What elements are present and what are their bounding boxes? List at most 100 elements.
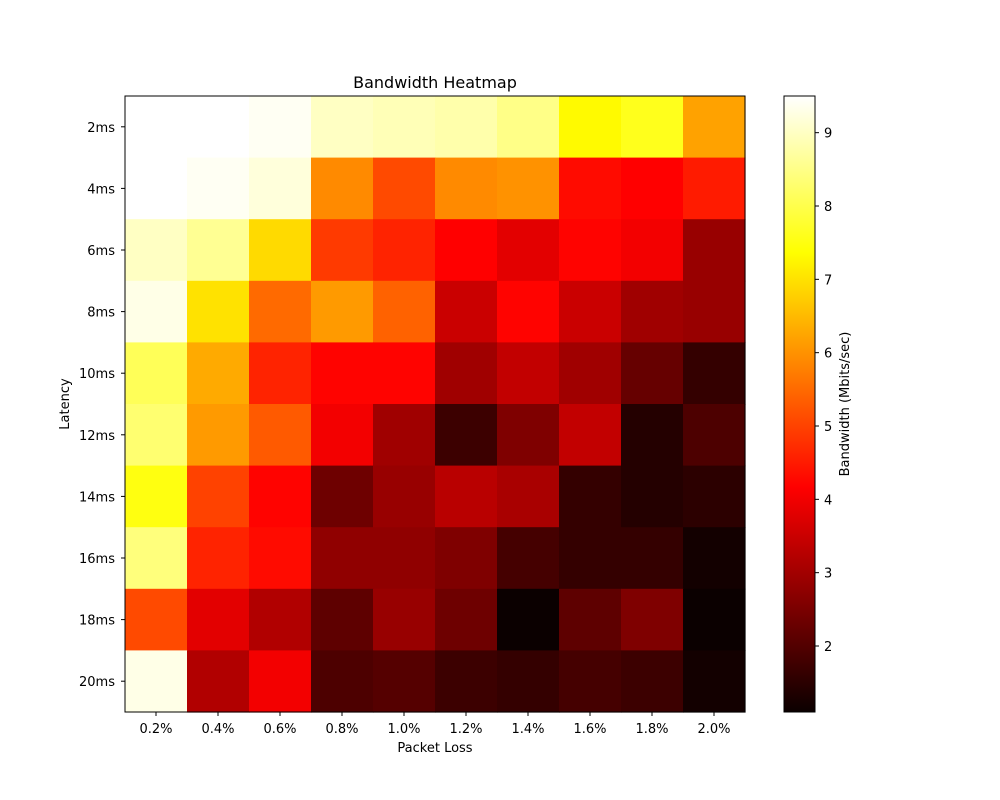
y-tick-label: 10ms (79, 367, 115, 382)
heatmap-cell (435, 588, 498, 651)
heatmap-cell (373, 650, 436, 713)
heatmap-cell (373, 219, 436, 282)
heatmap-cell (683, 650, 746, 713)
heatmap-cell (621, 404, 684, 467)
x-tick-label: 0.4% (201, 722, 234, 737)
heatmap-cell (683, 527, 746, 590)
heatmap-cell (125, 219, 188, 282)
heatmap-cell (187, 650, 250, 713)
heatmap-cell (311, 527, 374, 590)
heatmap-cell (125, 527, 188, 590)
heatmap-cell (683, 465, 746, 528)
x-tick-label: 1.6% (573, 722, 606, 737)
heatmap-cell (187, 157, 250, 220)
x-tick-label: 1.8% (635, 722, 668, 737)
heatmap-cell (311, 342, 374, 405)
heatmap-cell (311, 157, 374, 220)
heatmap-cell (559, 404, 622, 467)
heatmap-cell (497, 96, 560, 159)
colorbar-tick-label: 3 (824, 567, 832, 582)
heatmap-cell (497, 404, 560, 467)
heatmap-cell (311, 404, 374, 467)
heatmap-cell (187, 96, 250, 159)
heatmap-cell (125, 404, 188, 467)
heatmap-cell (125, 157, 188, 220)
heatmap-cell (187, 465, 250, 528)
heatmap-cell (125, 342, 188, 405)
heatmap-cell (559, 527, 622, 590)
colorbar-tick-label: 4 (824, 493, 832, 508)
heatmap-cell (559, 342, 622, 405)
heatmap-cell (497, 650, 560, 713)
heatmap-cell (621, 650, 684, 713)
heatmap-cell (435, 465, 498, 528)
colorbar-tick-label: 2 (824, 640, 832, 655)
heatmap-cell (621, 527, 684, 590)
heatmap-cell (497, 527, 560, 590)
heatmap-cell (249, 650, 312, 713)
heatmap-cell (249, 588, 312, 651)
colorbar-tick-label: 7 (824, 273, 832, 288)
heatmap-cell (435, 157, 498, 220)
heatmap-cell (497, 342, 560, 405)
y-tick-label: 2ms (87, 121, 115, 136)
colorbar (783, 95, 816, 713)
heatmap-cell (125, 96, 188, 159)
heatmap-cell (683, 404, 746, 467)
heatmap-cell (373, 404, 436, 467)
heatmap-cell (621, 342, 684, 405)
heatmap-cell (559, 465, 622, 528)
heatmap-cell (373, 157, 436, 220)
heatmap-cell (497, 280, 560, 343)
heatmap-cell (683, 219, 746, 282)
heatmap-cell (311, 650, 374, 713)
heatmap-cell (621, 157, 684, 220)
heatmap-cell (559, 588, 622, 651)
colorbar-tick-label: 9 (824, 127, 832, 142)
heatmap-cell (559, 96, 622, 159)
heatmap-cell (125, 465, 188, 528)
heatmap-cell (435, 650, 498, 713)
heatmap-cell (249, 342, 312, 405)
heatmap-cell (373, 465, 436, 528)
heatmap-cell (249, 465, 312, 528)
colorbar-tick-label: 6 (824, 347, 832, 362)
heatmap-cell (125, 280, 188, 343)
heatmap-cell (559, 280, 622, 343)
heatmap-cell (435, 96, 498, 159)
heatmap-cell (683, 96, 746, 159)
heatmap-cell (621, 219, 684, 282)
heatmap-cell (683, 157, 746, 220)
y-axis-ticks: 2ms 4ms 6ms 8ms 10ms 12ms 14ms 16ms 18ms 20ms (79, 121, 125, 690)
heatmap-cell (373, 280, 436, 343)
heatmap-cell (435, 527, 498, 590)
heatmap-cell (249, 157, 312, 220)
heatmap-cell (497, 465, 560, 528)
heatmap-cell (435, 342, 498, 405)
heatmap-cell (311, 588, 374, 651)
heatmap-cell (311, 96, 374, 159)
x-tick-label: 1.0% (387, 722, 420, 737)
plot-frame (124, 95, 746, 713)
heatmap-cells (125, 96, 746, 713)
heatmap-cell (249, 527, 312, 590)
heatmap-cell (311, 280, 374, 343)
chart-title: Bandwidth Heatmap (353, 73, 517, 92)
heatmap-cell (187, 219, 250, 282)
x-tick-label: 0.2% (139, 722, 172, 737)
heatmap-cell (559, 157, 622, 220)
x-tick-label: 2.0% (697, 722, 730, 737)
y-tick-label: 4ms (87, 182, 115, 197)
y-tick-label: 8ms (87, 306, 115, 321)
heatmap-cell (125, 588, 188, 651)
heatmap-cell (621, 280, 684, 343)
heatmap-cell (435, 219, 498, 282)
x-tick-label: 1.2% (449, 722, 482, 737)
x-tick-label: 0.6% (263, 722, 296, 737)
heatmap-cell (187, 404, 250, 467)
heatmap-cell (559, 650, 622, 713)
heatmap-cell (373, 527, 436, 590)
heatmap-cell (311, 219, 374, 282)
heatmap-cell (435, 404, 498, 467)
